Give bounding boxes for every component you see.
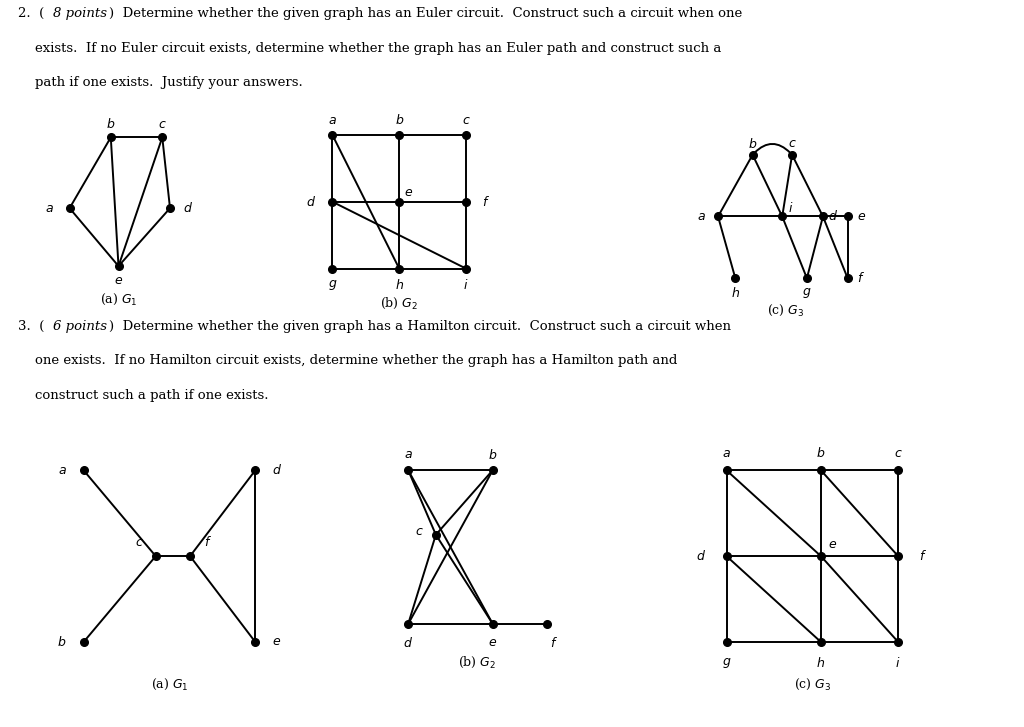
Text: one exists.  If no Hamilton circuit exists, determine whether the graph has a Ha: one exists. If no Hamilton circuit exist…: [18, 354, 678, 367]
Text: $i$: $i$: [464, 278, 469, 292]
Text: $f$: $f$: [919, 549, 927, 563]
Text: 8 points: 8 points: [53, 7, 108, 20]
Text: 2.  (: 2. (: [18, 7, 45, 20]
Text: )  Determine whether the given graph has an Euler circuit.  Construct such a cir: ) Determine whether the given graph has …: [110, 7, 742, 20]
Text: $b$: $b$: [106, 118, 116, 132]
Text: 6 points: 6 points: [53, 320, 108, 333]
Text: $c$: $c$: [135, 536, 143, 549]
Text: $h$: $h$: [394, 278, 403, 292]
Text: $b$: $b$: [816, 446, 825, 460]
Text: $e$: $e$: [114, 274, 123, 286]
Text: $b$: $b$: [748, 137, 758, 150]
Text: (b) $G_2$: (b) $G_2$: [459, 655, 497, 670]
Text: $c$: $c$: [894, 446, 902, 459]
Text: $g$: $g$: [328, 278, 337, 292]
Text: path if one exists.  Justify your answers.: path if one exists. Justify your answers…: [18, 76, 303, 89]
Text: $a$: $a$: [328, 113, 337, 126]
Text: $d$: $d$: [306, 195, 316, 209]
Text: (c) $G_3$: (c) $G_3$: [794, 676, 831, 691]
Text: $b$: $b$: [394, 113, 403, 127]
Text: exists.  If no Euler circuit exists, determine whether the graph has an Euler pa: exists. If no Euler circuit exists, dete…: [18, 41, 722, 55]
Text: $i$: $i$: [895, 656, 901, 670]
Text: $c$: $c$: [415, 525, 424, 538]
Text: $h$: $h$: [731, 286, 740, 300]
Text: $d$: $d$: [272, 463, 283, 478]
Text: $h$: $h$: [816, 656, 825, 670]
Text: $d$: $d$: [403, 635, 413, 649]
Text: (c) $G_3$: (c) $G_3$: [767, 303, 805, 318]
Text: $b$: $b$: [488, 448, 498, 462]
Text: $d$: $d$: [183, 201, 193, 215]
Text: $f$: $f$: [551, 635, 558, 649]
Text: $e$: $e$: [857, 210, 866, 223]
Text: $e$: $e$: [404, 186, 413, 199]
Text: (a) $G_1$: (a) $G_1$: [99, 292, 137, 307]
Text: $e$: $e$: [272, 635, 282, 648]
Text: $g$: $g$: [722, 656, 731, 670]
Text: $a$: $a$: [45, 201, 54, 214]
Text: $e$: $e$: [488, 636, 498, 649]
Text: 3.  (: 3. (: [18, 320, 45, 333]
Text: (a) $G_1$: (a) $G_1$: [151, 676, 188, 691]
FancyArrowPatch shape: [755, 144, 791, 153]
Text: construct such a path if one exists.: construct such a path if one exists.: [18, 389, 269, 402]
Text: $c$: $c$: [462, 113, 470, 126]
Text: $f$: $f$: [482, 195, 490, 209]
Text: $b$: $b$: [57, 635, 67, 649]
Text: $a$: $a$: [722, 446, 731, 459]
Text: $d$: $d$: [696, 549, 706, 563]
Text: (b) $G_2$: (b) $G_2$: [380, 295, 418, 310]
Text: $e$: $e$: [828, 538, 838, 550]
Text: $a$: $a$: [697, 210, 706, 223]
Text: $d$: $d$: [827, 209, 838, 223]
Text: $a$: $a$: [57, 464, 67, 477]
Text: $g$: $g$: [802, 286, 812, 300]
Text: $f$: $f$: [204, 535, 212, 550]
Text: )  Determine whether the given graph has a Hamilton circuit.  Construct such a c: ) Determine whether the given graph has …: [110, 320, 731, 333]
Text: $a$: $a$: [403, 448, 413, 461]
Text: $f$: $f$: [857, 271, 865, 285]
Text: $c$: $c$: [158, 118, 167, 131]
Text: $c$: $c$: [787, 137, 797, 150]
Text: $i$: $i$: [788, 201, 794, 215]
